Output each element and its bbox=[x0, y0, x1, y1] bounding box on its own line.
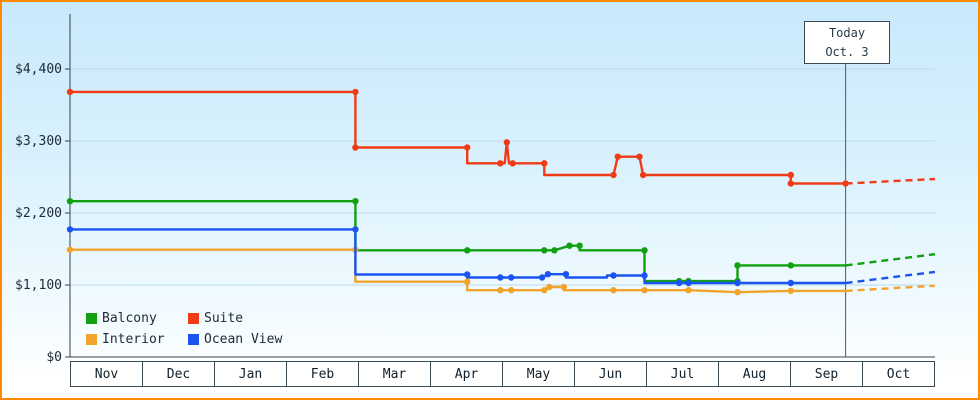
month-cell-jun: Jun bbox=[574, 361, 647, 387]
month-cell-dec: Dec bbox=[142, 361, 215, 387]
month-cell-aug: Aug bbox=[718, 361, 791, 387]
legend-label-ocean-view: Ocean View bbox=[204, 332, 283, 347]
month-cell-feb: Feb bbox=[286, 361, 359, 387]
y-axis-tick-label: $1,100 bbox=[15, 278, 62, 293]
today-marker-box: Today Oct. 3 bbox=[804, 21, 890, 65]
y-axis-tick-label: $4,400 bbox=[15, 62, 62, 77]
month-cell-sep: Sep bbox=[790, 361, 863, 387]
x-axis-month-strip: Nov Dec Jan Feb Mar Apr May Jun Jul Aug … bbox=[70, 361, 935, 387]
month-cell-jan: Jan bbox=[214, 361, 287, 387]
legend-label-suite: Suite bbox=[204, 311, 244, 326]
legend-swatch-ocean-view-icon bbox=[188, 334, 199, 345]
today-marker-title: Today bbox=[828, 26, 866, 40]
legend-swatch-interior-icon bbox=[86, 334, 97, 345]
legend-item-suite: Suite bbox=[188, 311, 282, 326]
legend: Balcony Suite Interior Ocean View bbox=[86, 311, 282, 347]
y-axis-tick-label: $0 bbox=[46, 350, 62, 365]
legend-swatch-balcony-icon bbox=[86, 313, 97, 324]
legend-label-balcony: Balcony bbox=[102, 311, 157, 326]
legend-item-interior: Interior bbox=[86, 332, 172, 347]
legend-item-balcony: Balcony bbox=[86, 311, 172, 326]
month-cell-apr: Apr bbox=[430, 361, 503, 387]
legend-swatch-suite-icon bbox=[188, 313, 199, 324]
month-cell-jul: Jul bbox=[646, 361, 719, 387]
month-cell-may: May bbox=[502, 361, 575, 387]
legend-label-interior: Interior bbox=[102, 332, 165, 347]
legend-item-ocean-view: Ocean View bbox=[188, 332, 282, 347]
y-axis-tick-label: $3,300 bbox=[15, 134, 62, 149]
month-cell-mar: Mar bbox=[358, 361, 431, 387]
month-cell-nov: Nov bbox=[70, 361, 143, 387]
today-marker-date: Oct. 3 bbox=[825, 44, 869, 59]
month-cell-oct: Oct bbox=[862, 361, 935, 387]
y-axis-tick-label: $2,200 bbox=[15, 206, 62, 221]
